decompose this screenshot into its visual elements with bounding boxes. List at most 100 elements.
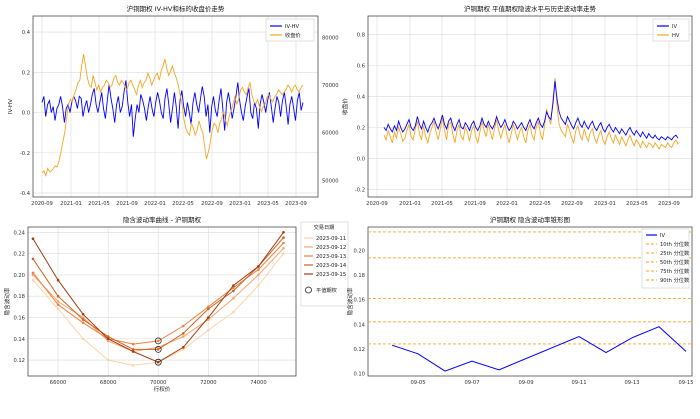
legend-label: IV-HV [285,24,300,30]
smile-point [31,271,35,275]
y-tick-label: 0.16 [13,315,25,321]
plot-frame [367,15,693,198]
y-tick-label: 0.12 [13,358,25,364]
y2-tick-label: 80000 [322,35,339,41]
x-tick-label: 2023-01 [594,201,616,207]
smile-point [131,364,135,367]
smile-point [56,294,60,298]
y-tick-label: 0.14 [353,322,365,328]
smile-point [156,360,160,364]
legend-label: 平值期权 [316,286,338,294]
chart-title: 沪铜期权 隐含波动率锥形图 [490,215,570,224]
x-tick-label: 2023-05 [257,201,279,207]
x-tick-label: 2021-05 [88,201,110,207]
y-tick-label: 0.4 [357,94,366,100]
smile-point [56,300,60,303]
y2-axis-label: 收盘价 [341,98,349,115]
x-tick-label: 2020-09 [366,201,388,207]
x-tick-label: 2022-09 [561,201,583,207]
iv-line [391,326,687,372]
x-tick-label: 09-09 [518,380,533,386]
x-tick-label: 2023-09 [285,201,307,207]
legend-label: 2023-09-11 [316,236,346,242]
smile-point [156,339,160,343]
atm-marker [154,345,162,353]
y-tick-label: 0.20 [353,248,365,254]
y-tick-label: 0.4 [22,30,31,36]
smile-point [257,265,260,268]
x-tick-label: 2022-01 [144,201,166,207]
smile-point [31,278,35,282]
smile-point [106,337,110,341]
smile-point [182,335,185,338]
atm-marker [154,358,162,366]
smile-point [131,342,135,346]
smile-point [31,257,35,261]
smile-point [56,303,60,307]
legend-label: 2023-09-15 [316,272,346,278]
legend-atm-marker [305,286,312,294]
y-tick-label: 0.24 [13,230,25,236]
x-tick-label: 70000 [150,380,167,386]
smile-point [257,268,260,271]
volatility-smile-chart [27,221,349,377]
y-tick-label: 0.0 [357,156,365,162]
y-tick-label: 0.20 [13,273,25,279]
legend-label: 75th 分位数 [660,267,690,275]
chart-title: 沪铜期权 平值期权隐波水平与历史波动率走势 [464,4,597,13]
y-tick-label: 0.18 [353,273,365,279]
legend-label: 25th 分位数 [660,249,690,257]
series-line-hv [383,77,679,150]
legend-box [641,228,690,289]
x-tick-label: 2022-05 [172,201,194,207]
x-tick-label: 2023-09 [658,201,680,207]
legend-label: IV [660,233,666,239]
smile-point [282,252,285,255]
legend-label: 2023-09-12 [316,245,346,251]
x-tick-label: 09-15 [678,380,693,386]
y2-tick-label: 70000 [322,83,339,89]
x-tick-label: 2022-05 [529,201,551,207]
series-line-iv-hv [41,80,304,137]
y-tick-label: 0.8 [357,33,365,39]
x-tick-label: 72000 [200,380,217,386]
smile-point [156,348,160,351]
series-line-close-price [41,54,304,178]
legend-label: 2023-09-13 [316,254,346,260]
smile-point [207,316,210,319]
chart-title: 沪铜期权 IV-HV和标的收盘价走势 [127,4,225,13]
legend-label: IV [672,24,678,30]
plot-frame [32,15,319,198]
legend-box [300,221,349,307]
x-tick-label: 2020-09 [31,201,53,207]
y-tick-label: 0.16 [353,298,365,304]
y-tick-label: 0.6 [357,64,365,70]
smile-point [106,335,110,338]
smile-point [232,289,235,293]
plot-frame [367,226,693,377]
smile-point [106,339,110,343]
x-tick-label: 2021-01 [399,201,421,207]
y-tick-label: 0.22 [13,252,25,258]
x-tick-label: 2021-05 [431,201,453,207]
y-tick-label: -0.2 [20,151,30,157]
plot-frame [27,226,297,377]
x-tick-label: 2021-01 [60,201,82,207]
y-tick-label: -0.4 [20,191,31,197]
smile-point [81,313,85,316]
x-axis-label: 行权价 [154,385,171,393]
iv-vs-hv-chart [367,15,693,198]
smile-point [207,328,210,332]
legend-label: 2023-09-14 [316,263,347,269]
x-tick-label: 09-05 [410,380,425,386]
x-tick-label: 2022-09 [201,201,223,207]
y2-tick-label: 60000 [322,131,339,137]
smile-point [182,346,185,349]
smile-point [182,348,185,351]
y-axis-label: 隐含波动率 [3,287,11,315]
smile-point [81,316,85,319]
legend-label: HV [672,33,680,39]
x-tick-label: 09-13 [624,380,639,386]
smile-point [232,297,235,300]
x-tick-label: 2023-01 [229,201,251,207]
